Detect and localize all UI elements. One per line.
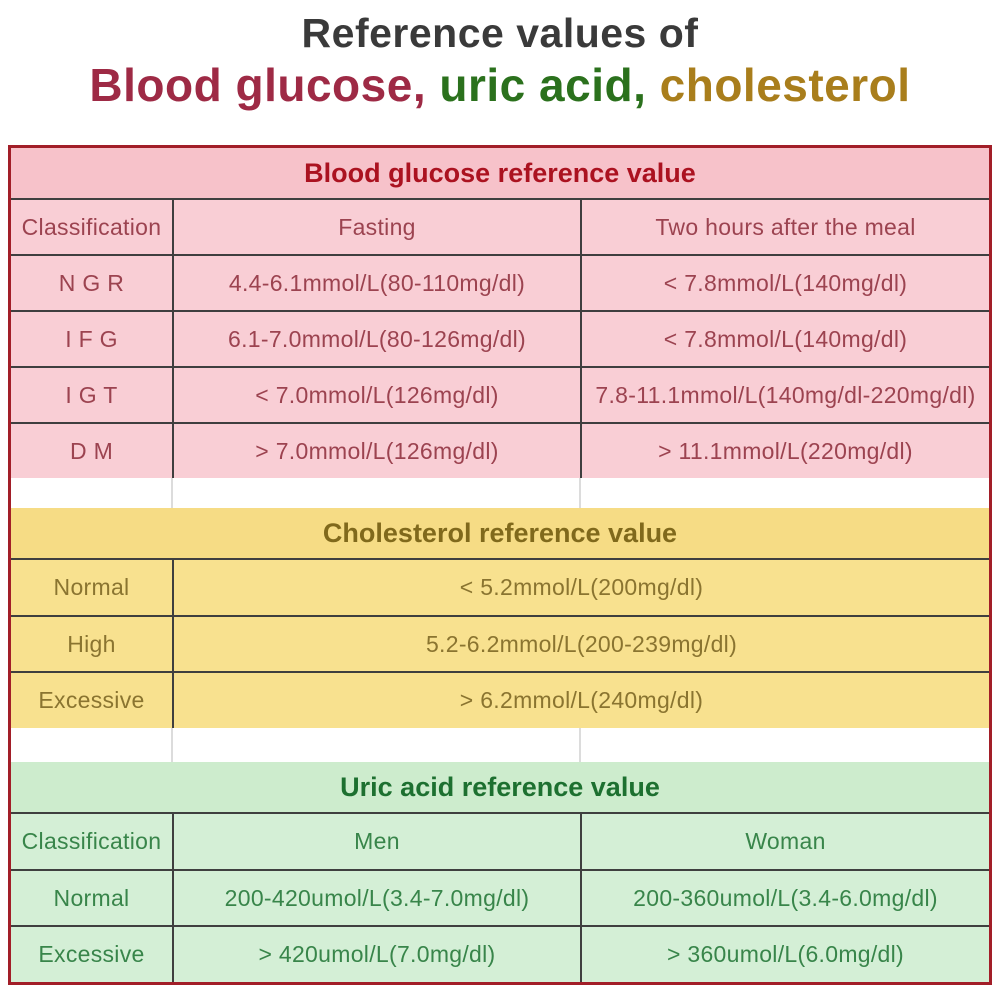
row-label: Excessive	[38, 687, 145, 714]
column-header-classification: Classification	[21, 213, 162, 240]
cell-value: < 7.8mmol/L(140mg/dl)	[580, 256, 989, 310]
page-title: Reference values of Blood glucose, uric …	[0, 8, 1000, 111]
row-label: I G T	[65, 381, 118, 408]
cell-value: 5.2-6.2mmol/L(200-239mg/dl)	[172, 616, 989, 672]
row-label: D M	[69, 437, 114, 464]
cell-value: > 11.1mmol/L(220mg/dl)	[580, 424, 989, 478]
row-label: Normal	[53, 884, 130, 911]
cholesterol-table-title: Cholesterol reference value	[11, 508, 989, 560]
table-gap	[11, 728, 989, 762]
table-row-ngr: N G R 4.4-6.1mmol/L(80-110mg/dl) < 7.8mm…	[11, 254, 989, 310]
blood-glucose-table: Blood glucose reference value Classifica…	[11, 148, 989, 478]
table-row-igt: I G T < 7.0mmol/L(126mg/dl) 7.8-11.1mmol…	[11, 366, 989, 422]
table-row-normal: Normal < 5.2mmol/L(200mg/dl)	[11, 560, 989, 615]
title-segment-blood-glucose: Blood glucose,	[89, 59, 440, 111]
column-header-woman: Woman	[580, 814, 989, 869]
table-row-ifg: I F G 6.1-7.0mmol/L(80-126mg/dl) < 7.8mm…	[11, 310, 989, 366]
cell-value: < 7.0mmol/L(126mg/dl)	[172, 368, 580, 422]
cell-value: 7.8-11.1mmol/L(140mg/dl-220mg/dl)	[580, 368, 989, 422]
cell-value: > 6.2mmol/L(240mg/dl)	[172, 673, 989, 729]
uric-acid-table: Uric acid reference value Classification…	[11, 762, 989, 983]
row-label: Excessive	[38, 941, 145, 968]
table-row-dm: D M > 7.0mmol/L(126mg/dl) > 11.1mmol/L(2…	[11, 422, 989, 478]
page-title-line1: Reference values of	[301, 10, 699, 56]
table-row-normal: Normal 200-420umol/L(3.4-7.0mg/dl) 200-3…	[11, 868, 989, 926]
blood-glucose-table-title: Blood glucose reference value	[11, 148, 989, 200]
cell-value: < 5.2mmol/L(200mg/dl)	[172, 560, 989, 615]
row-label: Normal	[53, 573, 130, 600]
cell-value: > 360umol/L(6.0mg/dl)	[580, 927, 989, 983]
row-label: I F G	[65, 325, 118, 352]
title-segment-uric-acid: uric acid,	[439, 59, 660, 111]
reference-tables-board: Blood glucose reference value Classifica…	[8, 145, 992, 985]
divider-line	[171, 728, 173, 762]
blood-glucose-header-row: Classification Fasting Two hours after t…	[11, 200, 989, 254]
uric-acid-header-row: Classification Men Woman	[11, 814, 989, 869]
cholesterol-table: Cholesterol reference value Normal < 5.2…	[11, 508, 989, 729]
cell-value: 200-420umol/L(3.4-7.0mg/dl)	[172, 870, 580, 926]
divider-line	[579, 478, 581, 508]
table-row-excessive: Excessive > 6.2mmol/L(240mg/dl)	[11, 671, 989, 729]
column-header-classification: Classification	[21, 827, 162, 854]
uric-acid-table-title: Uric acid reference value	[11, 762, 989, 814]
row-label: N G R	[58, 269, 125, 296]
cell-value: 4.4-6.1mmol/L(80-110mg/dl)	[172, 256, 580, 310]
divider-line	[171, 478, 173, 508]
cell-value: > 7.0mmol/L(126mg/dl)	[172, 424, 580, 478]
column-header-fasting: Fasting	[172, 200, 580, 254]
table-gap	[11, 478, 989, 508]
cell-value: < 7.8mmol/L(140mg/dl)	[580, 312, 989, 366]
title-segment-cholesterol: cholesterol	[659, 59, 911, 111]
page-title-line2: Blood glucose, uric acid, cholesterol	[0, 59, 1000, 111]
row-label: High	[67, 630, 116, 657]
cell-value: > 420umol/L(7.0mg/dl)	[172, 927, 580, 983]
column-header-two-hours: Two hours after the meal	[580, 200, 989, 254]
cell-value: 6.1-7.0mmol/L(80-126mg/dl)	[172, 312, 580, 366]
divider-line	[579, 728, 581, 762]
table-row-high: High 5.2-6.2mmol/L(200-239mg/dl)	[11, 614, 989, 672]
column-header-men: Men	[172, 814, 580, 869]
cell-value: 200-360umol/L(3.4-6.0mg/dl)	[580, 870, 989, 926]
table-row-excessive: Excessive > 420umol/L(7.0mg/dl) > 360umo…	[11, 925, 989, 983]
